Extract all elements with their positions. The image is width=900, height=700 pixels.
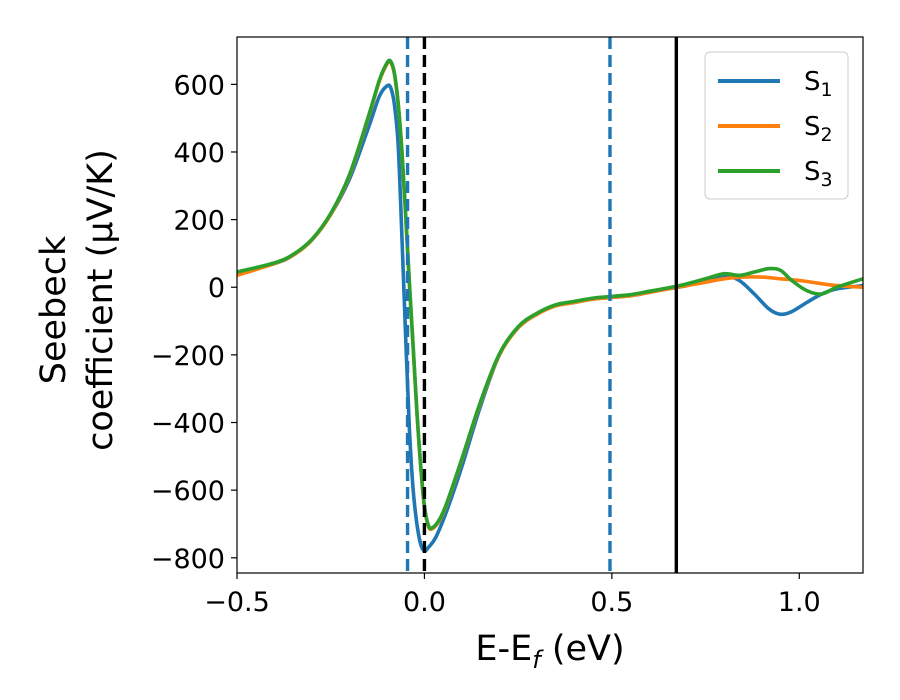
x-tick-label: −0.5 xyxy=(204,587,270,618)
y-tick-label: −400 xyxy=(151,409,225,440)
legend-label-2: S2 xyxy=(804,112,833,146)
x-tick-label: 1.0 xyxy=(778,587,821,618)
y-tick-label: 0 xyxy=(208,273,225,304)
y-tick-label: 400 xyxy=(173,138,225,169)
y-axis-ticks: 600 400 200 0 −200 −400 −600 −800 xyxy=(151,70,237,575)
y-tick-label: 600 xyxy=(173,70,225,101)
y-tick-label: 200 xyxy=(173,206,225,237)
x-axis-label-main: E-E xyxy=(475,629,532,669)
y-axis-label-line2: coefficient (μV/K) xyxy=(81,149,121,451)
legend-label-3: S3 xyxy=(804,157,833,191)
x-tick-label: 0.5 xyxy=(590,587,633,618)
y-tick-label: −200 xyxy=(151,341,225,372)
x-axis-label-unit: (eV) xyxy=(541,629,625,669)
series-line-3 xyxy=(237,58,863,531)
y-tick-label: −800 xyxy=(151,544,225,575)
x-axis-label: E-Ef (eV) xyxy=(475,629,624,674)
series-line-1 xyxy=(237,83,863,553)
legend: S1 S2 S3 xyxy=(704,51,849,200)
reference-lines xyxy=(405,37,679,573)
series-lines xyxy=(237,58,863,553)
y-tick-label: −600 xyxy=(151,476,225,507)
y-axis-label-line1: Seebeck xyxy=(34,235,74,384)
legend-label-1: S1 xyxy=(804,67,833,101)
x-axis-ticks: −0.5 0.0 0.5 1.0 xyxy=(204,573,821,618)
plot-frame xyxy=(236,36,864,574)
x-tick-label: 0.0 xyxy=(403,587,446,618)
